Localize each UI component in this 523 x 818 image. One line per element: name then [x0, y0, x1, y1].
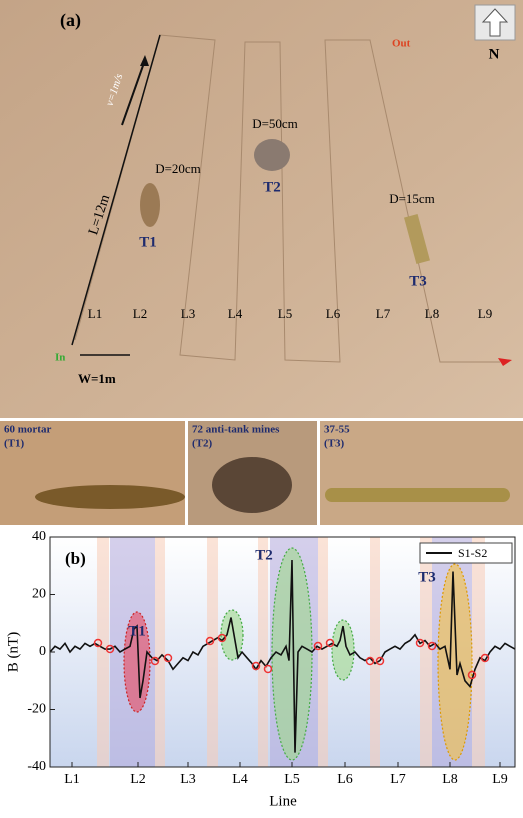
annotation: T3: [418, 569, 436, 585]
y-tick-label: 40: [32, 529, 46, 544]
annotation: T1: [128, 623, 146, 639]
photo-title: 60 mortar: [4, 424, 51, 436]
x-tick-label: L9: [492, 772, 508, 787]
line-label: L7: [376, 306, 391, 321]
legend-label: S1-S2: [458, 546, 487, 560]
photo-target: (T3): [324, 438, 345, 450]
target-label: T1: [139, 234, 157, 250]
width-label: W=1m: [78, 371, 116, 386]
mine-pit: [212, 457, 292, 513]
line-label: L2: [133, 306, 147, 321]
y-tick-label: -20: [27, 702, 46, 717]
target-label: T2: [263, 179, 281, 195]
legend: [419, 542, 513, 564]
y-axis-label: B (nT): [5, 632, 21, 672]
photo-title: 37-55: [324, 424, 350, 436]
x-tick-label: L4: [232, 772, 248, 787]
survey-lines: [74, 34, 500, 363]
x-axis-label: Line: [269, 793, 297, 809]
photo: [0, 421, 185, 525]
line-label: L3: [181, 306, 195, 321]
x-tick-label: L7: [390, 772, 406, 787]
in-label: In: [55, 352, 65, 364]
out-label: Out: [392, 38, 411, 50]
target-t2: [254, 139, 290, 171]
photo-title: 72 anti-tank mines: [192, 424, 280, 436]
x-tick-label: L2: [130, 772, 146, 787]
photo-target: (T1): [4, 438, 25, 450]
panel-label: (a): [60, 10, 81, 31]
line-label: L4: [228, 306, 243, 321]
north-label: N: [489, 46, 500, 62]
target-t3: [404, 214, 430, 264]
photo-target: (T2): [192, 438, 213, 450]
target-label: T3: [409, 273, 427, 289]
north-arrow: [481, 8, 509, 37]
line-label: L1: [88, 306, 102, 321]
x-tick-label: L8: [442, 772, 458, 787]
target-t1: [140, 183, 160, 227]
photo: [320, 421, 523, 525]
x-tick-label: L1: [64, 772, 80, 787]
y-tick-label: -40: [27, 759, 46, 774]
x-tick-label: L3: [180, 772, 196, 787]
y-tick-label: 20: [32, 587, 46, 602]
turn-markers: [93, 633, 490, 680]
flag: [498, 358, 512, 366]
speed-arrow: [121, 59, 146, 126]
shell: [325, 488, 510, 502]
field-photo: [0, 0, 523, 418]
data-line: [49, 559, 516, 753]
line-label: L8: [425, 306, 439, 321]
annotation: T2: [255, 547, 273, 563]
highlight-ellipses: [123, 547, 473, 761]
x-tick-label: L6: [337, 772, 353, 787]
x-tick-label: L5: [284, 772, 300, 787]
diameter-label: D=20cm: [155, 161, 201, 176]
diameter-label: D=50cm: [252, 116, 298, 131]
line-label: L6: [326, 306, 341, 321]
arrow-head: [140, 55, 149, 66]
line-label: L5: [278, 306, 292, 321]
y-tick-label: 0: [39, 644, 46, 659]
mortar: [35, 485, 185, 509]
line-label: L9: [478, 306, 492, 321]
diameter-label: D=15cm: [389, 191, 435, 206]
panel-label: (b): [65, 549, 86, 568]
length-line: [71, 34, 161, 346]
